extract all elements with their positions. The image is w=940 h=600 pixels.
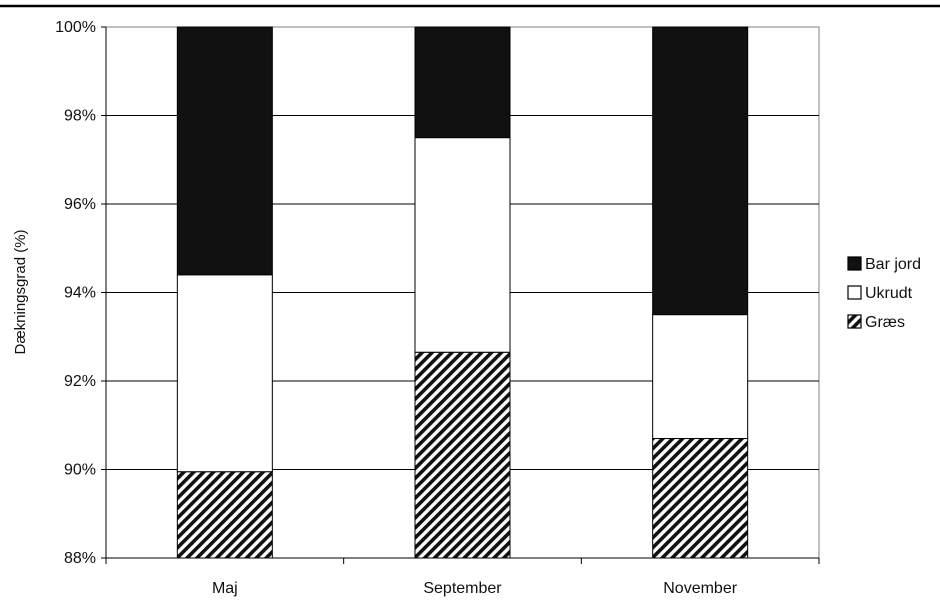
y-tick-label: 98% [64, 108, 96, 125]
y-tick-label: 92% [64, 373, 96, 390]
legend-label: Bar jord [865, 256, 921, 273]
legend-label: Ukrudt [865, 285, 913, 302]
legend-swatch [848, 257, 861, 270]
bar-segment [177, 472, 272, 558]
y-tick-label: 96% [64, 196, 96, 213]
bar-segment [177, 27, 272, 275]
bar-segment [653, 27, 748, 315]
x-tick-label: November [663, 580, 737, 597]
legend-swatch [848, 315, 861, 328]
y-tick-label: 94% [64, 285, 96, 302]
bar-segment [415, 138, 510, 353]
bar-segment [653, 439, 748, 558]
legend: Bar jord Ukrudt Græs [848, 256, 921, 331]
bar-segment [415, 27, 510, 138]
bar-segment [415, 352, 510, 558]
y-tick-label: 100% [55, 19, 96, 36]
bar-segment [177, 275, 272, 472]
x-tick-label: Maj [212, 580, 238, 597]
bars-group [177, 27, 747, 558]
legend-label: Græs [865, 314, 905, 331]
y-tick-label: 90% [64, 462, 96, 479]
x-tick-label: September [423, 580, 502, 597]
y-axis: 88% 90% 92% 94% 96% 98% 100% [55, 19, 106, 567]
y-axis-title: Dækningsgrad (%) [12, 229, 29, 354]
x-axis: Maj September November [106, 558, 819, 597]
bar-segment [653, 315, 748, 439]
legend-swatch [848, 286, 861, 299]
y-tick-label: 88% [64, 550, 96, 567]
